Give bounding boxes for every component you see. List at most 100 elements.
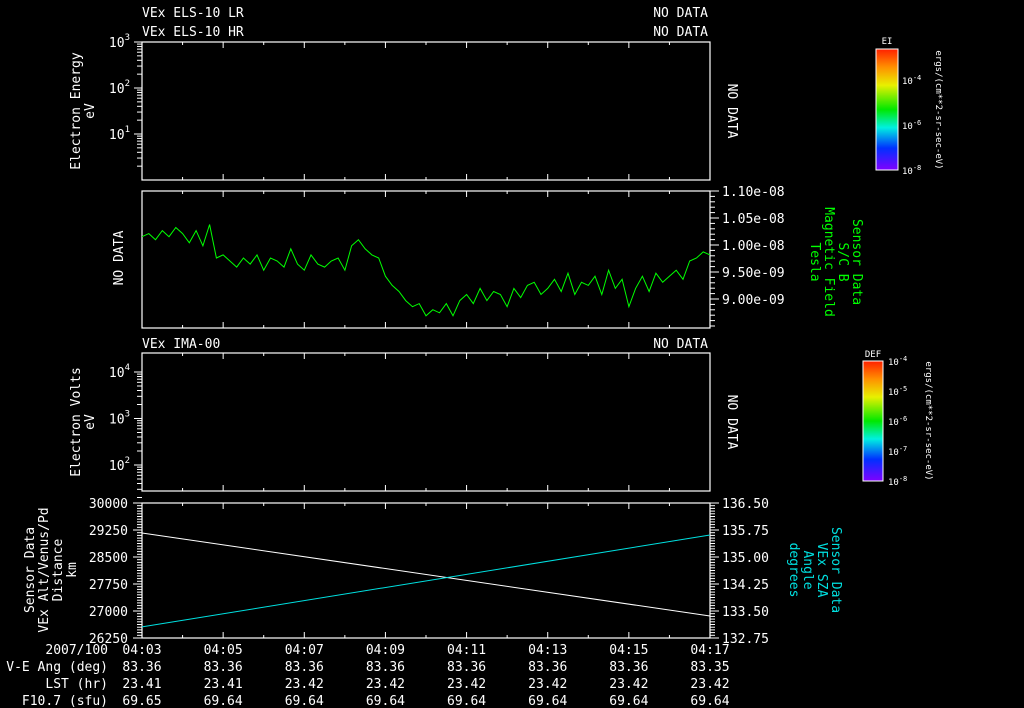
- time-row-value: 23.42: [285, 677, 324, 692]
- sza-line: [141, 534, 711, 628]
- panel3-y-tick-label: 103: [109, 410, 130, 428]
- panel3-frame: [141, 352, 711, 492]
- time-row-label: 2007/100: [45, 643, 108, 658]
- ei-colorbar-tick-label: 10-4: [902, 74, 921, 87]
- tick-base: 10: [902, 77, 913, 87]
- def-colorbar-tick-label: 10-7: [888, 445, 907, 458]
- panel4-left-tick-label: 30000: [89, 497, 128, 512]
- time-row-value: 83.36: [609, 660, 648, 675]
- panel4-frame: [141, 502, 711, 639]
- panel1-y-tick-label: 102: [109, 79, 130, 97]
- ei-colorbar: [875, 48, 899, 171]
- time-row-value: 69.64: [366, 694, 405, 708]
- tick-exp: 3: [125, 33, 130, 43]
- tick-exp: -8: [899, 475, 907, 483]
- altitude-line: [141, 532, 711, 617]
- ei-colorbar-unit: ergs/(cm**2-sr-sec-eV): [933, 50, 943, 169]
- panel1-frame: [141, 41, 711, 181]
- tick-exp: -8: [913, 164, 921, 172]
- def-colorbar: [862, 360, 884, 482]
- time-row-value: 69.64: [285, 694, 324, 708]
- tick-base: 10: [888, 448, 899, 458]
- time-row-value: 83.36: [528, 660, 567, 675]
- panel3-title: VEx IMA-00: [142, 337, 220, 352]
- panel1-title-hr: VEx ELS-10 HR: [142, 25, 244, 40]
- panel2-tick-label: 1.10e-08: [722, 185, 785, 200]
- panel4-ylabel-right-line1: Sensor Data: [828, 527, 843, 613]
- panel2-tick-label: 9.00e-09: [722, 293, 785, 308]
- tick-exp: -5: [899, 385, 907, 393]
- time-row-value: 69.64: [447, 694, 486, 708]
- panel4-ylabel-left-line4: km: [65, 562, 80, 578]
- panel2-frame: [141, 190, 711, 329]
- panel1-no-data: NO DATA: [724, 84, 739, 139]
- panel4-ylabel-right-line4: degrees: [786, 543, 801, 598]
- panel3-ylabel-line1: Electron Volts: [69, 367, 84, 477]
- time-row-value: 23.41: [204, 677, 243, 692]
- def-colorbar-tick-label: 10-4: [888, 355, 907, 368]
- magnetic-field-line: [141, 224, 711, 317]
- time-row-value: 23.41: [122, 677, 161, 692]
- panel4-ylabel-left: Sensor Data VEx Alt/Venus/Pd Distance km: [23, 507, 80, 632]
- ei-colorbar-tick-label: 10-8: [902, 164, 921, 177]
- time-row-label: LST (hr): [45, 677, 108, 692]
- panel4-ylabel-left-line2: VEx Alt/Venus/Pd: [37, 507, 52, 632]
- tick-exp: -6: [899, 415, 907, 423]
- time-row-value: 23.42: [447, 677, 486, 692]
- panel1-y-tick-label: 103: [109, 33, 130, 51]
- panel2-tick-label: 1.05e-08: [722, 212, 785, 227]
- tick-exp: 2: [125, 79, 130, 89]
- time-row-value: 04:05: [204, 643, 243, 658]
- def-colorbar-title: DEF: [865, 350, 881, 360]
- tick-exp: 1: [125, 125, 130, 135]
- panel4-left-tick-label: 29250: [89, 524, 128, 539]
- panel1-status-lr: NO DATA: [653, 6, 708, 21]
- time-row-value: 83.36: [204, 660, 243, 675]
- panel2-no-data: NO DATA: [112, 230, 127, 285]
- panel4-ylabel-right-line2: VEx SZA: [814, 543, 829, 598]
- time-row-value: 69.64: [204, 694, 243, 708]
- time-row-value: 23.42: [366, 677, 405, 692]
- tick-base: 10: [109, 366, 125, 381]
- tick-base: 10: [888, 358, 899, 368]
- panel1-ylabel: Electron Energy eV: [69, 52, 98, 170]
- tick-exp: -4: [913, 74, 921, 82]
- tick-base: 10: [902, 122, 913, 132]
- tick-base: 10: [888, 388, 899, 398]
- panel4-ylabel-right-line3: Angle: [800, 550, 815, 589]
- panel4-left-tick-label: 28500: [89, 551, 128, 566]
- panel2-tick-label: 1.00e-08: [722, 239, 785, 254]
- panel3-ylabel-line2: eV: [83, 414, 98, 430]
- panel1-y-tick-label: 101: [109, 125, 130, 143]
- tick-base: 10: [109, 36, 125, 51]
- panel3-y-tick-label: 104: [109, 363, 130, 381]
- def-colorbar-tick-label: 10-5: [888, 385, 907, 398]
- time-row-value: 83.36: [447, 660, 486, 675]
- panel2-ylabel-line4: Tesla: [807, 242, 822, 281]
- panel3-y-tick-label: 102: [109, 456, 130, 474]
- def-colorbar-unit: ergs/(cm**2-sr-sec-eV): [923, 361, 933, 480]
- panel2-ylabel-line2: S/C B: [835, 242, 850, 281]
- panel2-ylabel: Sensor Data S/C B Magnetic Field Tesla: [807, 207, 864, 317]
- time-row-value: 83.36: [122, 660, 161, 675]
- ei-colorbar-title: EI: [882, 37, 893, 47]
- time-row-value: 83.36: [285, 660, 324, 675]
- panel4-right-tick-label: 135.00: [722, 551, 769, 566]
- tick-exp: -7: [899, 445, 907, 453]
- tick-base: 10: [902, 167, 913, 177]
- panel1-ylabel-line1: Electron Energy: [69, 52, 84, 170]
- time-row-value: 69.64: [690, 694, 729, 708]
- panel4-ylabel-left-line1: Sensor Data: [23, 527, 38, 613]
- time-row-label: V-E Ang (deg): [6, 660, 108, 675]
- tick-base: 10: [888, 478, 899, 488]
- ei-colorbar-tick-label: 10-6: [902, 119, 921, 132]
- tick-base: 10: [109, 128, 125, 143]
- panel3-ylabel: Electron Volts eV: [69, 367, 98, 477]
- tick-base: 10: [109, 413, 125, 428]
- tick-exp: 4: [125, 363, 130, 373]
- panel4-right-tick-label: 134.25: [722, 578, 769, 593]
- panel2-ylabel-line1: Sensor Data: [849, 219, 864, 305]
- def-colorbar-tick-label: 10-6: [888, 415, 907, 428]
- time-row-value: 04:09: [366, 643, 405, 658]
